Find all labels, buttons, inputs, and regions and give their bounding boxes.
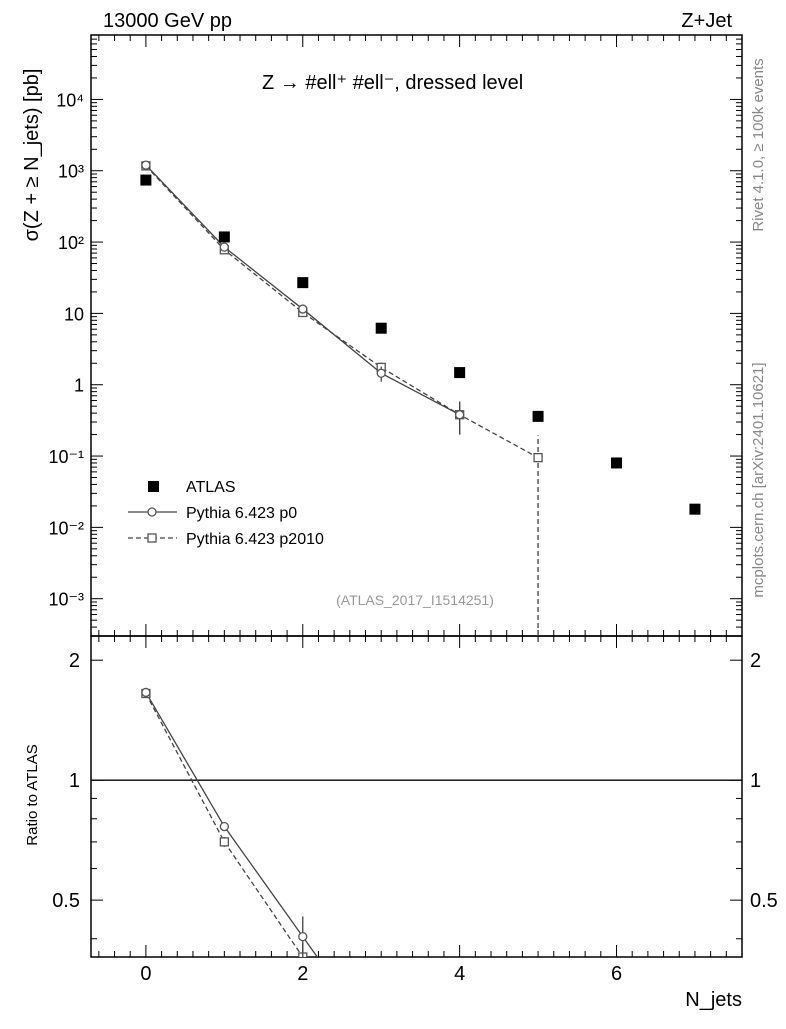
y-tick-label: 10² [58, 233, 84, 253]
series-line-p2010 [145, 165, 539, 459]
series-line-p0 [145, 164, 460, 416]
y-tick-label: 10⁻² [48, 518, 84, 538]
ratio-tick-label: 0.5 [52, 890, 80, 912]
y-tick-label: 10⁴ [56, 90, 84, 110]
mcplots-label: mcplots.cern.ch [arXiv:2401.10621] [750, 362, 767, 597]
marker-atlas [532, 410, 544, 422]
ratio-tick-label-right: 2 [750, 650, 761, 672]
ratio-axes: 0.5 0.5 1 1 2 2 [52, 650, 778, 940]
marker-atlas [297, 277, 309, 289]
legend-label-p0: Pythia 6.423 p0 [186, 505, 297, 522]
analysis-id: (ATLAS_2017_I1514251) [336, 592, 494, 608]
x-tick-label: 0 [140, 963, 151, 985]
legend-marker-p0 [147, 507, 157, 517]
marker-atlas [140, 174, 152, 186]
ratio-tick-label: 1 [69, 770, 80, 792]
y-tick-label: 10⁻³ [48, 590, 84, 610]
marker-p0 [376, 368, 386, 378]
x-tick-label: 2 [297, 963, 308, 985]
ratio-marker-p2010 [219, 837, 229, 847]
ratio-marker-p0 [219, 821, 229, 832]
legend-label-atlas: ATLAS [186, 479, 236, 496]
ratio-data [141, 687, 319, 957]
legend-marker-p2010 [147, 533, 157, 543]
marker-atlas [611, 457, 623, 469]
ratio-tick-label-right: 0.5 [750, 890, 778, 912]
x-tick-label: 6 [611, 963, 622, 985]
marker-p0 [298, 304, 308, 314]
x-axis-ticks: 0 2 4 6 [98, 35, 727, 985]
legend-label-p2010: Pythia 6.423 p2010 [186, 531, 324, 548]
marker-p0 [454, 410, 465, 420]
y-tick-label: 10 [64, 304, 84, 324]
legend: ATLAS Pythia 6.423 p0 Pythia 6.423 p2010 [128, 479, 324, 548]
ratio-marker-p0 [298, 931, 308, 942]
plot-title: Z → #ell⁺ #ell⁻, dressed level [262, 72, 523, 94]
ratio-tick-label-right: 1 [750, 770, 761, 792]
x-tick-label: 4 [454, 963, 465, 985]
ratio-line-p2010 [145, 693, 304, 957]
main-axes: 10⁻³ 10⁻² 10⁻¹ 1 10 10² 10³ 10⁴ [48, 34, 742, 637]
marker-atlas [218, 231, 230, 243]
main-data [140, 160, 701, 636]
ratio-tick-label: 2 [69, 650, 80, 672]
rivet-label: Rivet 4.1.0, ≥ 100k events [750, 58, 767, 231]
ratio-plot-frame [90, 635, 743, 958]
x-axis-label: N_jets [685, 989, 742, 1011]
marker-p2010 [533, 452, 543, 463]
process-label: Z+Jet [681, 10, 732, 32]
y-tick-label: 10³ [58, 162, 84, 182]
y-tick-label: 1 [74, 376, 84, 396]
energy-label: 13000 GeV pp [103, 10, 232, 32]
marker-atlas [375, 322, 387, 334]
ratio-marker-p0 [141, 687, 151, 698]
main-y-axis-label: σ(Z + ≥ N_jets) [pb] [21, 69, 43, 242]
marker-atlas [454, 367, 466, 379]
marker-p0 [141, 160, 151, 170]
marker-atlas [689, 503, 701, 515]
legend-marker-atlas [148, 481, 159, 492]
ratio-line-p0 [145, 692, 319, 957]
y-tick-label: 10⁻¹ [48, 447, 84, 467]
marker-p0 [219, 242, 229, 252]
ratio-y-axis-label: Ratio to ATLAS [24, 744, 41, 845]
